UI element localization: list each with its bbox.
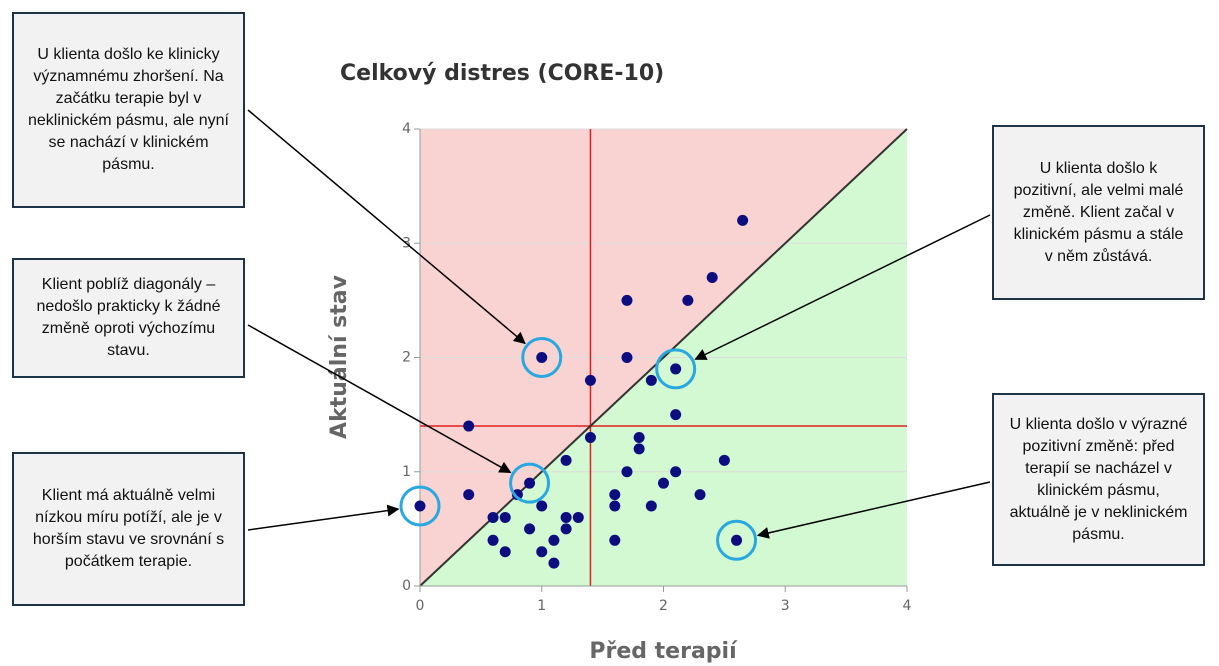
- point: [499, 511, 511, 523]
- point: [463, 489, 475, 501]
- point: [609, 534, 621, 546]
- point: [609, 489, 621, 501]
- point: [560, 523, 572, 535]
- x-tick-label: 2: [659, 598, 668, 614]
- point: [524, 477, 536, 489]
- point: [511, 489, 523, 501]
- x-axis-label: Před terapií: [589, 639, 738, 664]
- point: [414, 500, 426, 512]
- point: [633, 443, 645, 455]
- point: [548, 557, 560, 569]
- annotation-box: U klienta došlo ke klinicky významnému z…: [12, 12, 245, 208]
- point: [718, 454, 730, 466]
- arrow: [756, 481, 991, 539]
- point: [487, 511, 499, 523]
- point: [463, 420, 475, 432]
- highlight: [521, 337, 563, 378]
- point: [645, 500, 657, 512]
- y-tick-label: 0: [402, 578, 411, 594]
- y-tick-label: 4: [402, 121, 411, 137]
- point: [670, 409, 682, 421]
- point: [682, 294, 694, 306]
- x-tick-label: 1: [537, 598, 546, 614]
- point: [487, 534, 499, 546]
- point: [621, 466, 633, 478]
- highlight: [716, 519, 758, 561]
- annotation-box: Klient poblíž diagonály – nedošlo prakti…: [12, 258, 245, 378]
- point: [737, 214, 749, 226]
- point: [560, 454, 572, 466]
- arrow: [247, 324, 512, 474]
- point: [584, 374, 596, 386]
- highlight: [399, 485, 441, 527]
- point: [524, 523, 536, 535]
- point: [731, 534, 743, 546]
- point: [584, 431, 596, 443]
- annotation-box: U klienta došlo v výrazné pozitivní změn…: [992, 393, 1205, 566]
- y-axis-label: Aktuální stav: [327, 274, 352, 439]
- x-tick-label: 3: [781, 598, 790, 614]
- arrow: [247, 504, 400, 531]
- point: [706, 272, 718, 284]
- point: [670, 363, 682, 375]
- point: [609, 500, 621, 512]
- x-tick-label: 4: [903, 598, 912, 614]
- diagonal: [419, 128, 908, 587]
- arrow: [247, 109, 526, 345]
- point: [621, 352, 633, 363]
- point: [536, 500, 548, 512]
- x-tick-label: 0: [416, 598, 425, 614]
- point: [645, 374, 657, 386]
- point: [658, 477, 669, 489]
- point: [536, 546, 548, 558]
- highlight: [655, 348, 697, 390]
- point: [548, 534, 560, 546]
- y-tick-label: 1: [402, 464, 411, 480]
- y-tick-label: 2: [402, 350, 411, 366]
- annotation-box: U klienta došlo k pozitivní, ale velmi m…: [992, 125, 1205, 300]
- chart-title: Celkový distres (CORE-10): [340, 61, 664, 86]
- point: [670, 466, 682, 478]
- point: [621, 294, 633, 306]
- point: [633, 431, 645, 443]
- arrow: [694, 214, 991, 360]
- point: [572, 511, 584, 523]
- point: [694, 489, 706, 501]
- highlight: [509, 462, 551, 504]
- point: [536, 352, 548, 363]
- point: [560, 511, 572, 523]
- point: [499, 546, 511, 558]
- annotation-box: Klient má aktuálně velmi nízkou míru pot…: [12, 452, 245, 606]
